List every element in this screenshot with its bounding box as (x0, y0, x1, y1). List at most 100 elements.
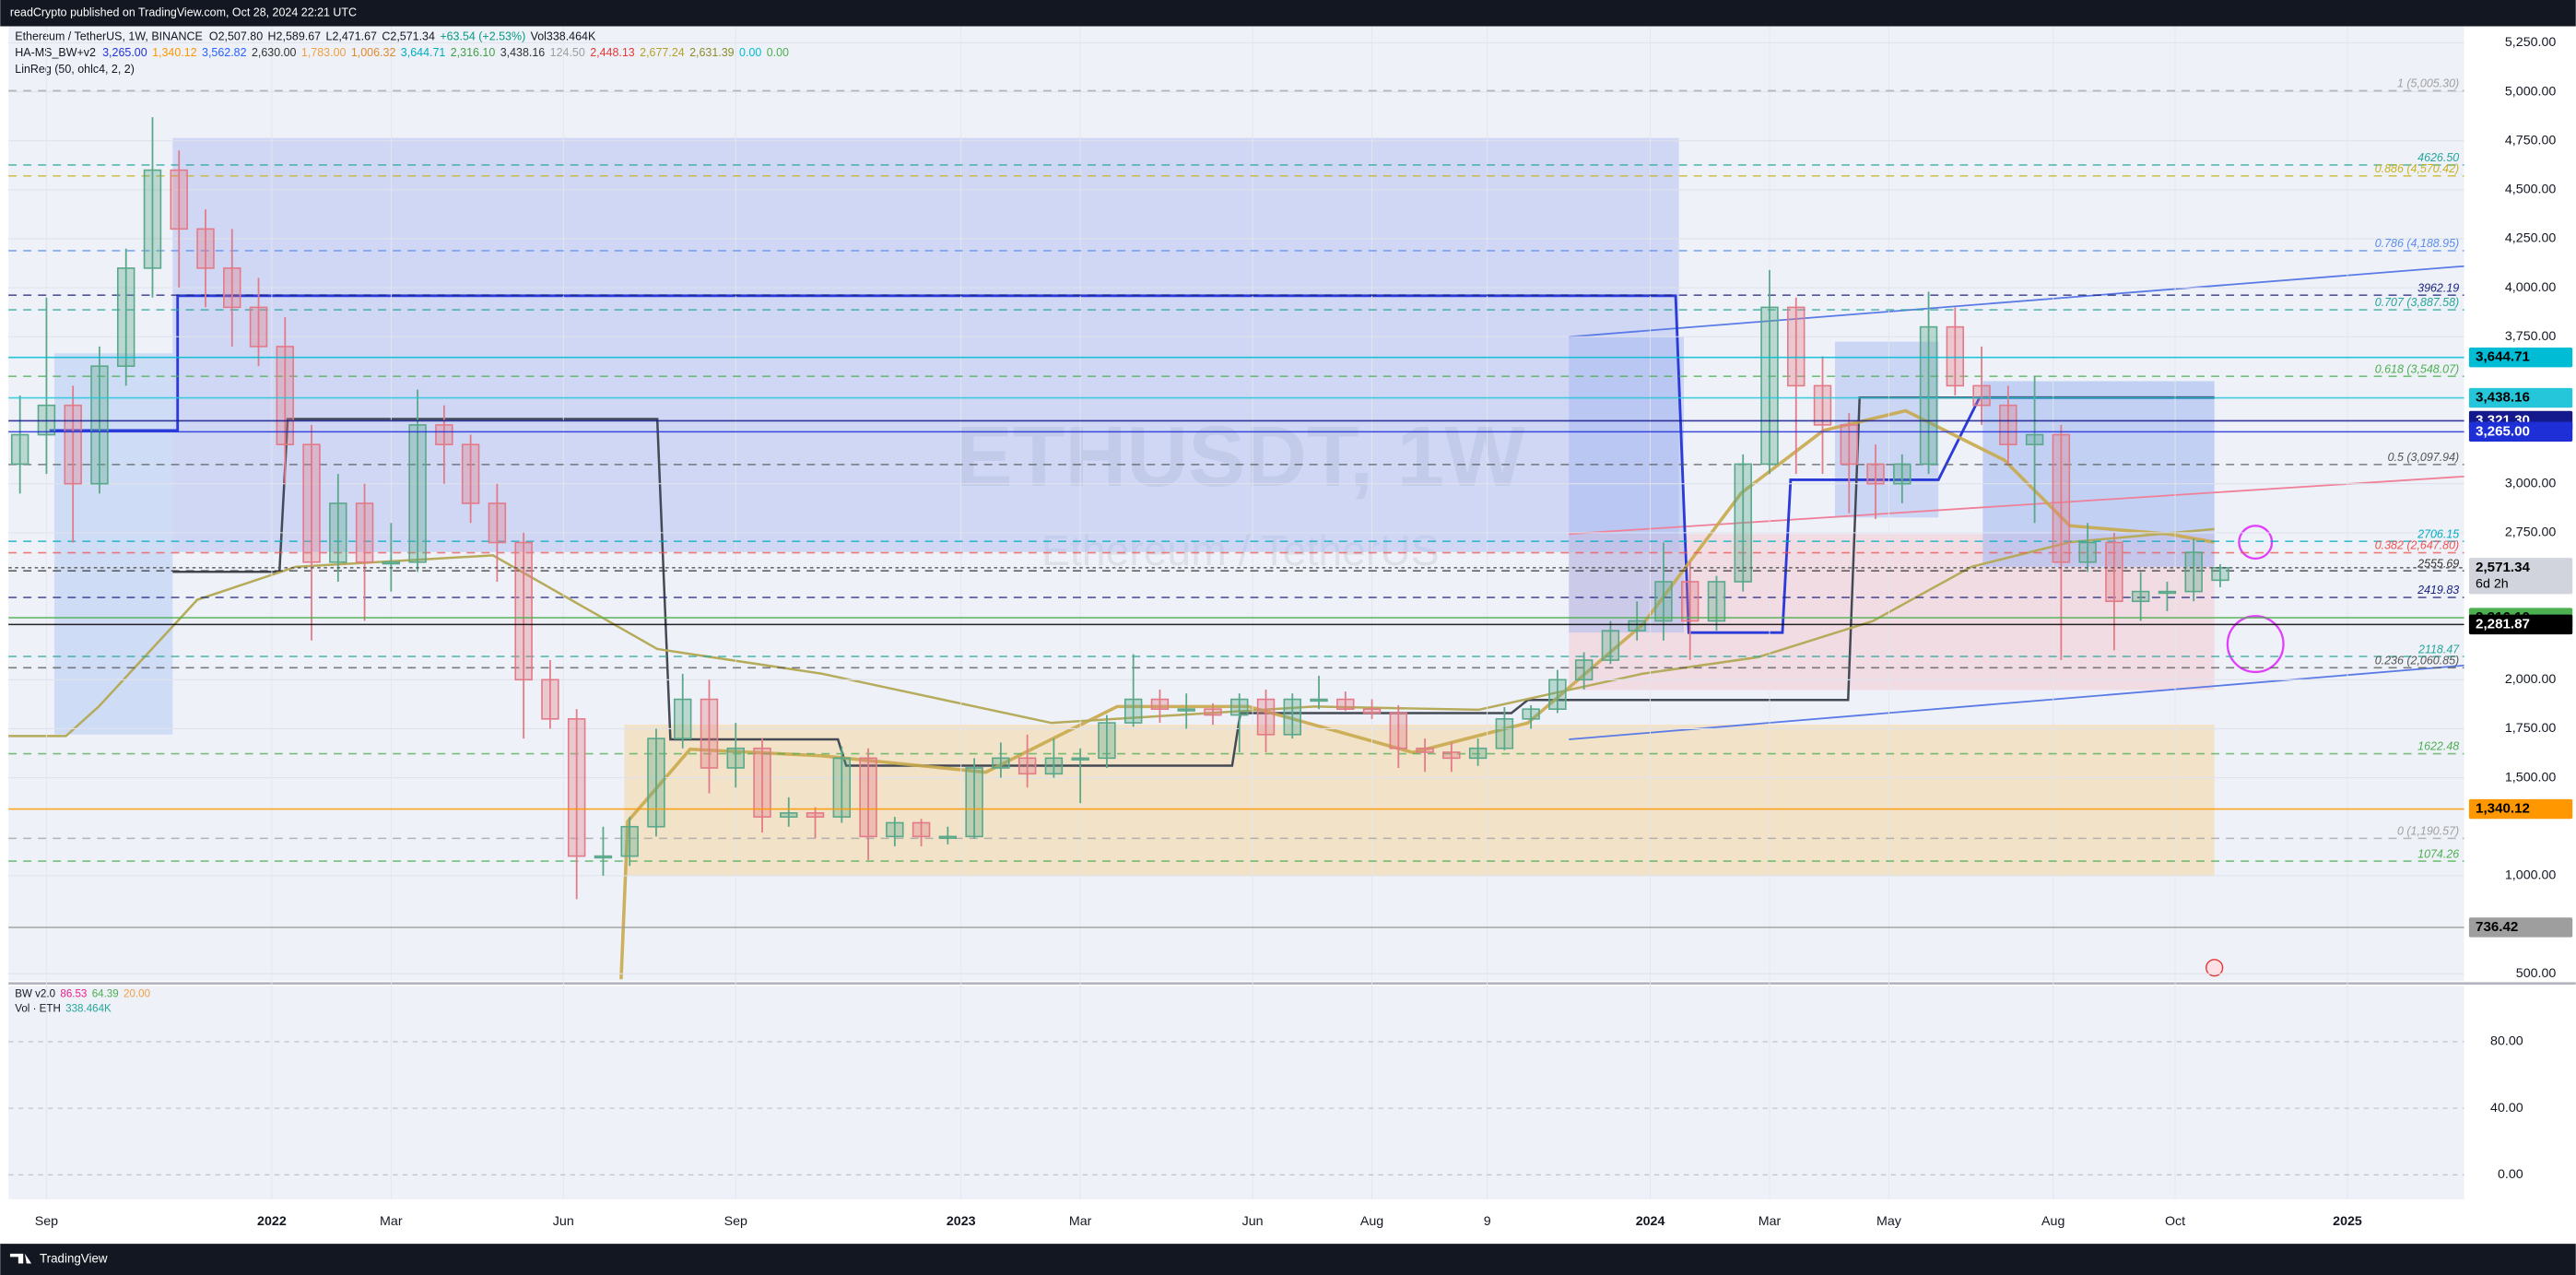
x-tick-label: 2023 (947, 1214, 976, 1229)
candle-body (1972, 384, 1991, 407)
candle-body (938, 835, 958, 839)
price-tag (2468, 917, 2573, 938)
level-label: 0.5 (3,097.94) (2388, 451, 2460, 464)
x-tick-label: Jun (553, 1214, 574, 1229)
oscillator-value: 86.53 (60, 988, 87, 999)
ohlc-value: C2,571.34 (382, 30, 435, 42)
y-tick-label: 2,000.00 (2505, 672, 2557, 687)
footer-bar (0, 1244, 2576, 1275)
candle-body (1150, 698, 1170, 710)
level-label: 1074.26 (2417, 847, 2459, 860)
x-tick-label: Oct (2165, 1214, 2185, 1229)
x-tick-label: Jun (1242, 1214, 1264, 1229)
y-tick-label: 2,750.00 (2505, 525, 2557, 540)
channel-line (1569, 664, 2464, 740)
candle-body (1442, 751, 1461, 760)
candle-body (1310, 698, 1328, 702)
level-label: 0.382 (2,647.80) (2375, 539, 2460, 552)
level-label: 2118.47 (2417, 643, 2460, 655)
x-tick-label: Aug (1360, 1214, 1383, 1229)
price-tag-label: 2,571.34 (2476, 560, 2530, 575)
level-label: 0.618 (3,548.07) (2375, 362, 2460, 375)
candle-body (488, 502, 507, 544)
candle-body (1628, 620, 1646, 632)
indicator-value: 2,677.24 (640, 46, 685, 59)
candle-body (1734, 463, 1752, 583)
level-label: 0 (1,190.57) (2397, 825, 2459, 838)
footer-brand: TradingView (40, 1252, 108, 1266)
oscillator-tick-label: 80.00 (2490, 1034, 2523, 1049)
x-tick-label: Mar (1069, 1214, 1092, 1229)
price-tag-label: 2,281.87 (2476, 616, 2530, 632)
candle-body (1999, 404, 2017, 445)
baseline-line (8, 527, 2215, 738)
candle-body (1071, 757, 1089, 761)
y-tick-label: 4,000.00 (2505, 280, 2557, 295)
candle-body (594, 855, 613, 859)
level-label: 0.786 (4,188.95) (2375, 237, 2460, 250)
watermark-sub: Ethereum / TetherUS (1041, 526, 1440, 574)
candle-body (249, 306, 268, 348)
x-tick-label: Sep (724, 1214, 747, 1229)
indicator-value: 3,562.82 (202, 46, 247, 59)
price-tag-countdown: 6d 2h (2476, 576, 2509, 591)
price-tag-label: 3,265.00 (2476, 423, 2530, 439)
price-tag-label: 736.42 (2476, 919, 2518, 935)
candle-body (674, 698, 692, 739)
candle-body (276, 346, 295, 445)
x-tick-label: 2025 (2333, 1214, 2362, 1229)
candle-body (1574, 659, 1594, 681)
indicator-value: 2,630.00 (252, 46, 297, 59)
x-tick-label: 9 (1484, 1214, 1491, 1229)
candle-body (832, 757, 852, 818)
y-tick-label: 4,500.00 (2505, 183, 2557, 197)
candle-body (647, 738, 665, 828)
range-box (172, 137, 1679, 552)
candle-body (117, 267, 135, 367)
candle-body (1123, 698, 1143, 724)
x-tick-label: 2024 (1636, 1214, 1665, 1229)
y-tick-label: 4,750.00 (2505, 133, 2557, 148)
candle-body (196, 228, 215, 269)
price-tag (2468, 558, 2573, 595)
indicator-value: 1,783.00 (301, 46, 347, 59)
level-label: 1622.48 (2417, 740, 2459, 753)
candle-body (780, 812, 798, 818)
candle-body (1946, 325, 1965, 387)
candle-body (10, 433, 29, 466)
candle-body (1760, 306, 1779, 466)
price-tag-label: 1,340.12 (2476, 801, 2530, 817)
candle-body (1098, 722, 1116, 760)
candle-body (1654, 581, 1673, 622)
ohlc-value: Vol338.464K (531, 30, 596, 42)
candle-body (567, 718, 586, 857)
drawings (8, 137, 2464, 980)
indicator-value: 3,438.16 (500, 46, 546, 59)
y-tick-label: 1,000.00 (2505, 868, 2557, 883)
candle-body (1893, 463, 1911, 485)
x-tick-label: Mar (1759, 1214, 1782, 1229)
indicator-value: 124.50 (550, 46, 585, 59)
level-label: 0.886 (4,570.42) (2375, 162, 2460, 175)
range-box (54, 353, 173, 735)
ohlc-value: +63.54 (+2.53%) (440, 30, 525, 42)
x-tick-label: Sep (35, 1214, 58, 1229)
chart-layer: 500.00 1,000.00 1,500.00 1,750.00 2,000.00 2,… (8, 26, 2573, 1229)
candle-body (2211, 567, 2229, 582)
trend-step-line (172, 396, 2215, 767)
candle-body (1230, 698, 1249, 716)
candle-body (1707, 581, 1726, 622)
candle-body (1416, 747, 1434, 753)
y-tick-label: 1,500.00 (2505, 770, 2557, 785)
level-label: 3962.19 (2417, 281, 2459, 294)
y-tick-label: 500.00 (2516, 966, 2557, 981)
candle-body (461, 443, 480, 504)
candle-body (1362, 708, 1382, 714)
oscillator-legend: BW v2.0 Vol · ETH (15, 988, 61, 1014)
linreg-name: LinReg (50, ohlc4, 2, 2) (15, 63, 135, 76)
price-tag (2468, 347, 2573, 368)
level-label: 1 (5,005.30) (2397, 77, 2459, 90)
candle-body (912, 821, 931, 838)
